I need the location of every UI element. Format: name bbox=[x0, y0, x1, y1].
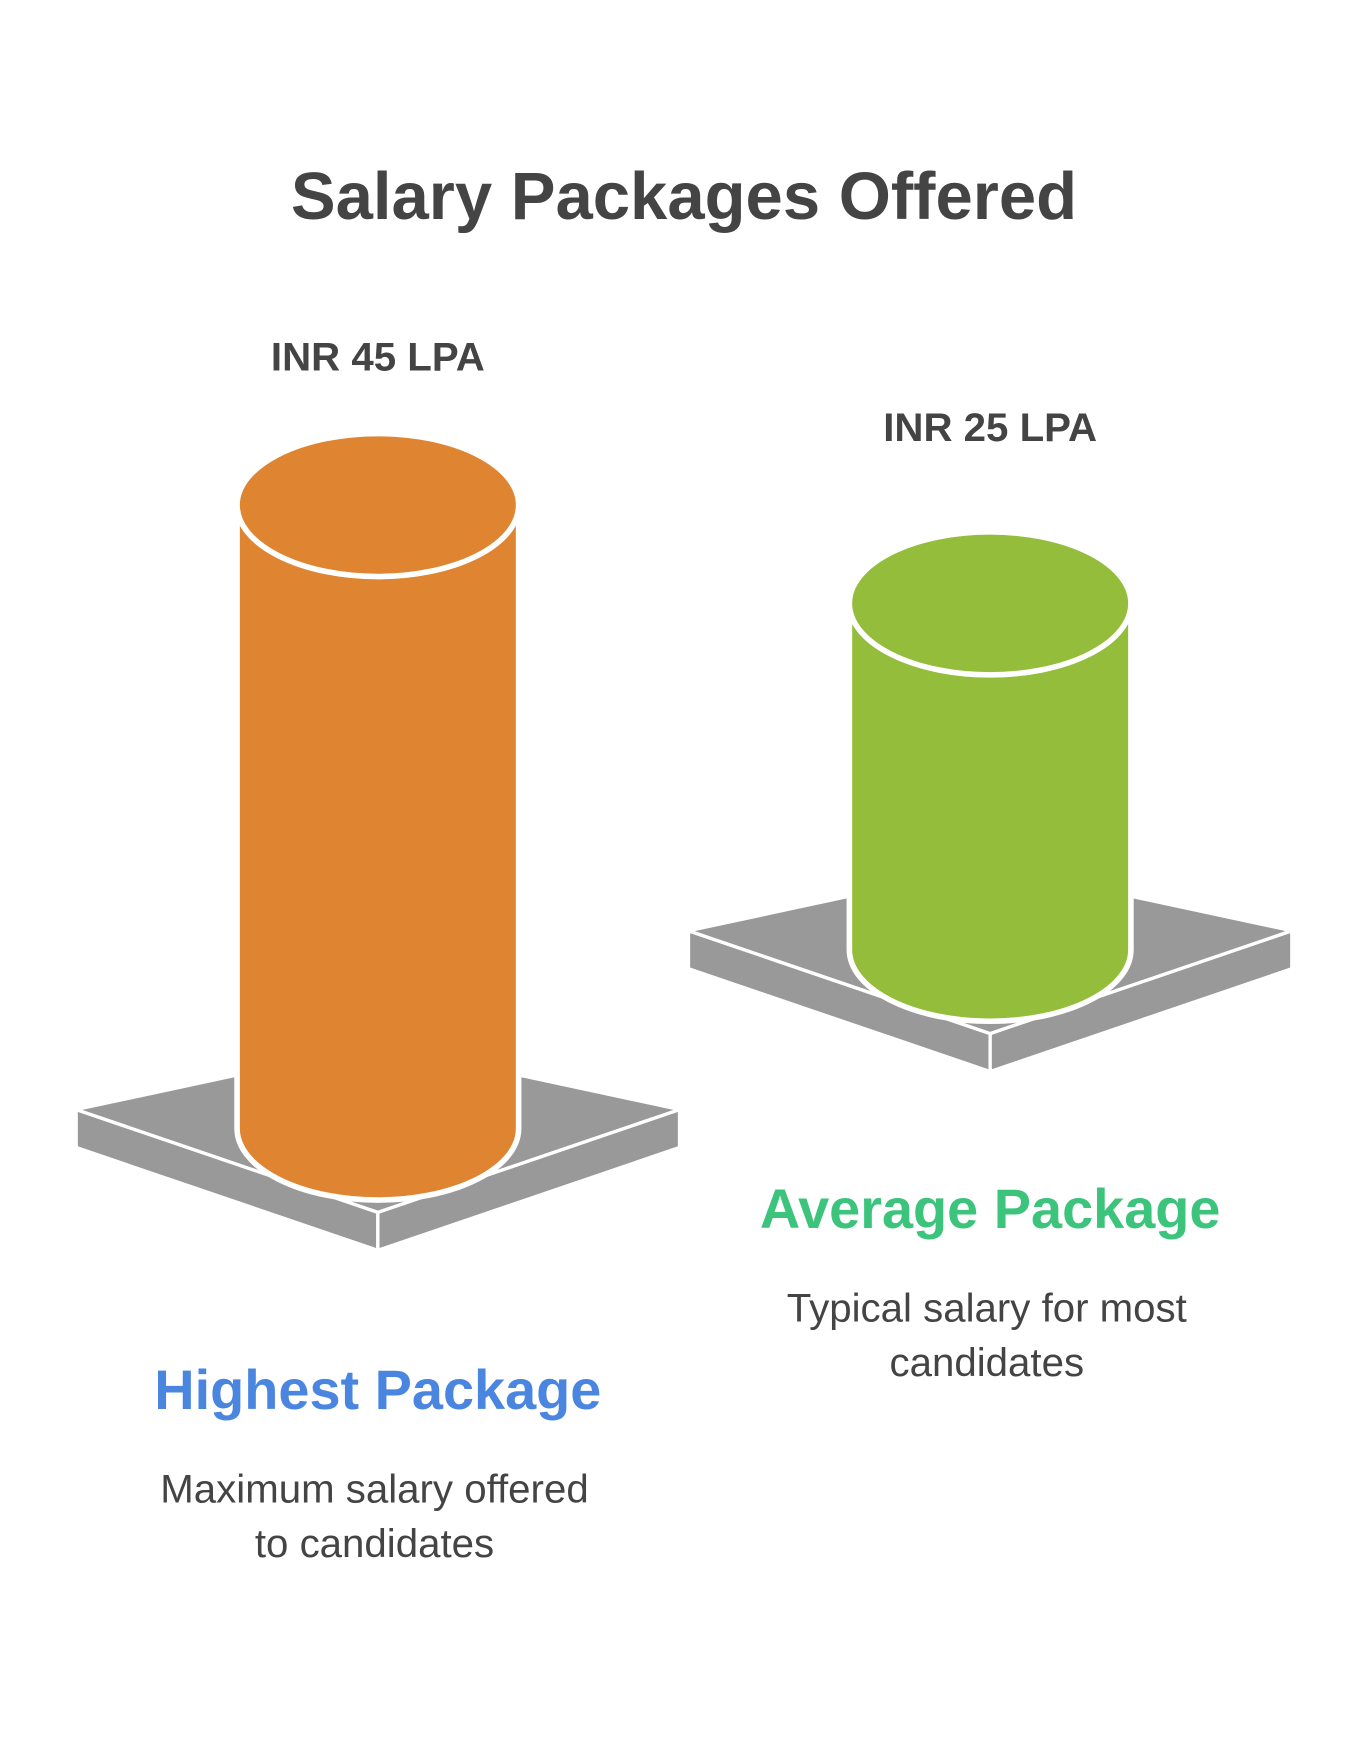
chart-title: Salary Packages Offered bbox=[291, 159, 1077, 234]
cylinder-top bbox=[234, 430, 522, 580]
value-label: INR 45 LPA bbox=[271, 334, 485, 379]
value-label: INR 25 LPA bbox=[883, 405, 1097, 450]
description: candidates bbox=[890, 1340, 1085, 1385]
cylinder bbox=[846, 600, 1134, 1025]
cylinder-top bbox=[846, 529, 1134, 678]
category-label: Average Package bbox=[760, 1177, 1221, 1240]
cylinder bbox=[234, 502, 522, 1203]
category-label: Highest Package bbox=[154, 1358, 601, 1421]
description: Typical salary for most bbox=[787, 1285, 1187, 1330]
description: to candidates bbox=[255, 1521, 494, 1566]
description: Maximum salary offered bbox=[160, 1466, 588, 1511]
